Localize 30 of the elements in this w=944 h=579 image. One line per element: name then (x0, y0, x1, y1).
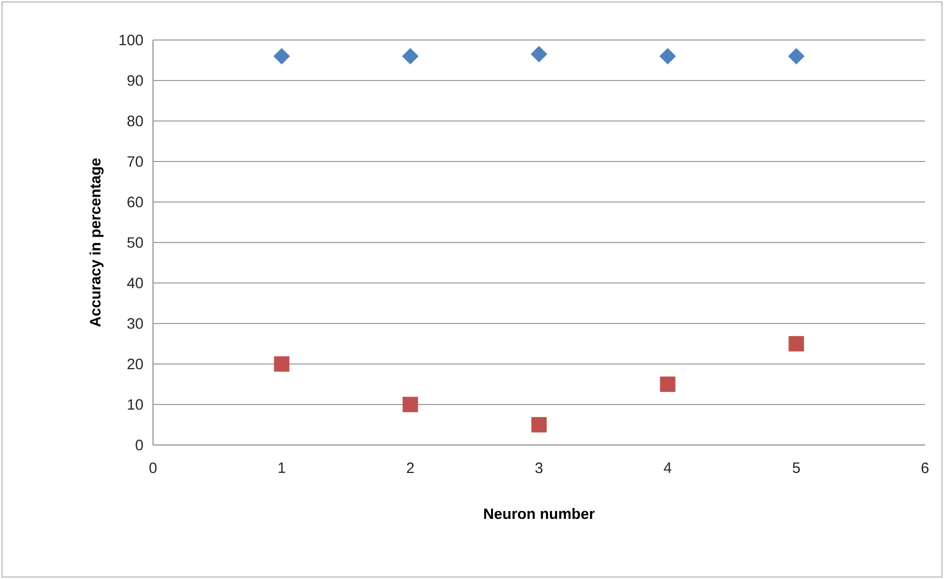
y-tick-label: 20 (128, 358, 143, 370)
y-tick-label: 80 (127, 116, 143, 126)
x-tick-label: 6 (922, 462, 929, 474)
x-tick-label: 5 (792, 462, 800, 473)
point (273, 48, 290, 64)
x-tick-label: 3 (535, 462, 543, 474)
y-tick-label: 10 (128, 399, 143, 410)
x-tick-label: 1 (278, 462, 286, 473)
y-axis-title: Accuracy in percentage (90, 158, 104, 327)
point (660, 376, 676, 392)
y-tick-label: 0 (136, 440, 143, 450)
y-tick-label: 50 (127, 237, 143, 248)
point (531, 417, 547, 432)
y-tick-label: 60 (128, 196, 143, 208)
point (402, 48, 419, 64)
y-tick-label: 100 (120, 34, 143, 46)
x-tick-label: 4 (664, 462, 672, 473)
point (659, 48, 676, 64)
point (402, 396, 418, 412)
y-tick-label: 90 (127, 75, 143, 86)
x-tick-label: 0 (149, 462, 157, 474)
point (788, 48, 805, 64)
y-tick-label: 70 (128, 156, 143, 167)
point (788, 336, 804, 352)
x-tick-label: 2 (406, 462, 414, 474)
y-tick-label: 30 (127, 318, 143, 329)
x-axis-title: Neuron number (484, 508, 595, 520)
point (530, 46, 548, 62)
y-tick-label: 40 (127, 278, 143, 288)
point (274, 356, 290, 372)
